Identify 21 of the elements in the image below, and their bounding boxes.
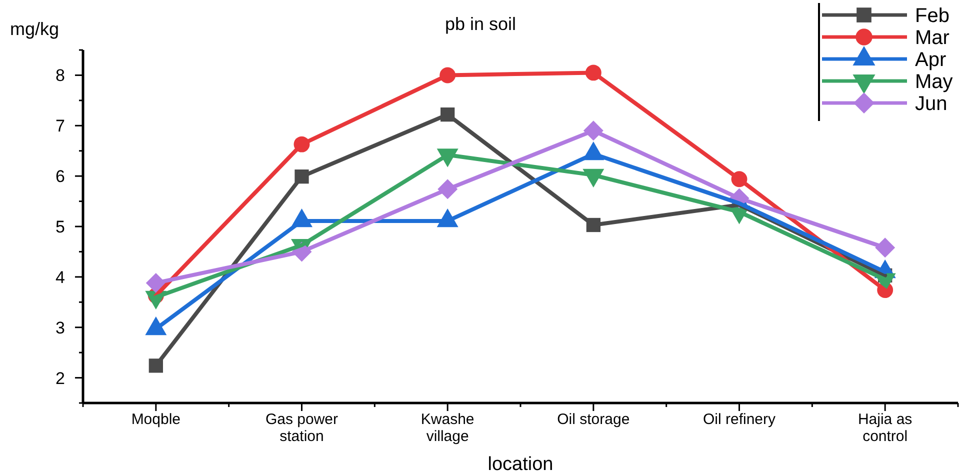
legend-label: Jun [915, 93, 948, 115]
legend-label: Feb [915, 5, 950, 27]
x-tick-label: Moqble [131, 411, 181, 428]
x-tick-label: Hajia as control [858, 411, 912, 445]
x-tick-label: Oil refinery [702, 411, 776, 428]
y-tick-label: 6 [56, 167, 65, 186]
y-axis-title: mg/kg [10, 19, 60, 39]
legend-label: May [915, 71, 953, 93]
y-tick-label: 5 [56, 218, 65, 236]
legend-label: Apr [915, 49, 946, 71]
x-tick-label: Gas power station [265, 411, 338, 445]
y-tick-label: 3 [56, 318, 65, 338]
x-tick-label: Oil storage [557, 411, 630, 428]
y-tick-label: 8 [56, 66, 65, 86]
y-tick-label: 4 [56, 268, 65, 287]
y-tick-label: 2 [56, 368, 65, 388]
x-tick-label: Kwashe village [420, 411, 474, 445]
chart-title: pb in soil [444, 14, 516, 34]
x-axis-title: location [488, 454, 554, 472]
y-tick-label: 7 [56, 116, 65, 136]
legend-label: Mar [915, 27, 950, 49]
